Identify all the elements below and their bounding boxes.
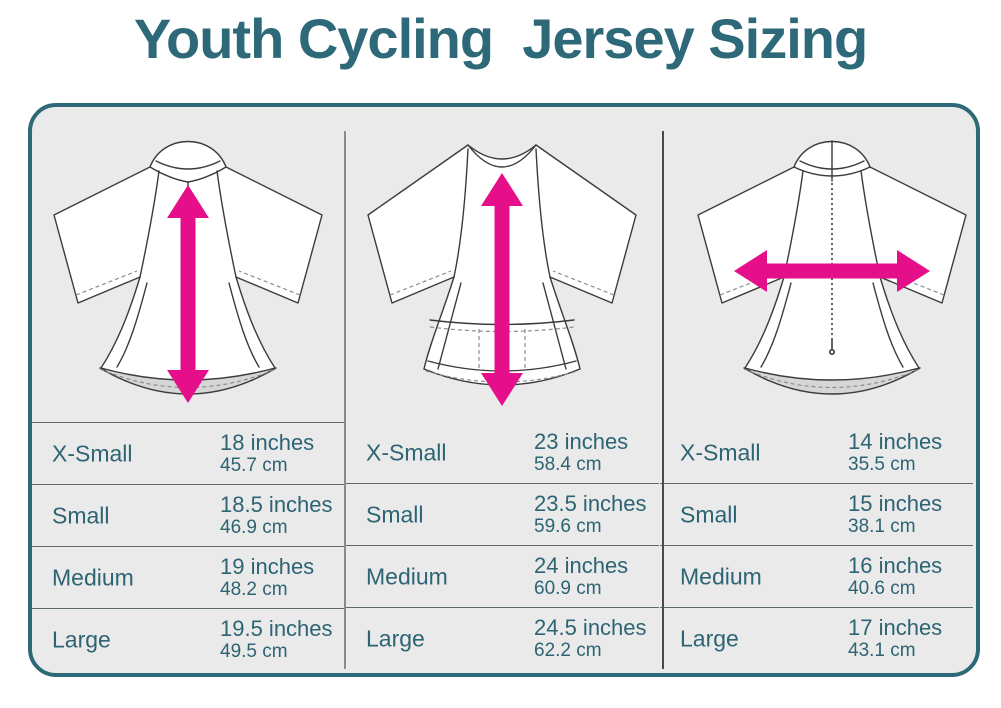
section-divider-right (662, 131, 664, 669)
size-row: Medium 16 inches 40.6 cm (660, 545, 973, 607)
measurement-values: 15 inches 38.1 cm (848, 490, 943, 538)
size-label: Small (52, 502, 110, 528)
measurement-values: 18.5 inches 46.9 cm (220, 491, 333, 539)
cm-value: 35.5 cm (848, 454, 916, 476)
section-front-length: X-Small 18 inches 45.7 cm Small 18.5 inc… (32, 107, 345, 673)
section-chest-width: X-Small 14 inches 35.5 cm Small 15 inche… (660, 107, 973, 673)
inches-value: 14 inches (848, 428, 943, 454)
cm-value: 43.1 cm (848, 640, 916, 662)
measurement-values: 23 inches 58.4 cm (534, 428, 629, 476)
size-row: X-Small 23 inches 58.4 cm (346, 422, 659, 483)
inches-value: 18 inches (220, 429, 315, 455)
size-label: X-Small (680, 439, 761, 465)
size-label: Medium (52, 564, 134, 590)
measurement-values: 17 inches 43.1 cm (848, 614, 943, 662)
size-label: Medium (680, 563, 762, 589)
size-label: X-Small (366, 439, 447, 465)
size-row: Medium 24 inches 60.9 cm (346, 545, 659, 607)
measurement-values: 23.5 inches 59.6 cm (534, 490, 647, 538)
jersey-front-drawing (53, 140, 323, 403)
size-label: Medium (366, 563, 448, 589)
size-label: Small (680, 501, 738, 527)
cm-value: 49.5 cm (220, 641, 288, 663)
jersey-front-illustration (38, 119, 338, 429)
cm-value: 62.2 cm (534, 640, 602, 662)
size-row: Small 15 inches 38.1 cm (660, 483, 973, 545)
measurement-values: 24 inches 60.9 cm (534, 552, 629, 600)
inches-value: 19.5 inches (220, 615, 333, 641)
measurement-values: 19 inches 48.2 cm (220, 553, 315, 601)
inches-value: 17 inches (848, 614, 943, 640)
size-row: Small 23.5 inches 59.6 cm (346, 483, 659, 545)
inches-value: 24 inches (534, 552, 629, 578)
jersey-body (698, 141, 966, 380)
front-length-arrow-icon (167, 185, 209, 403)
measurement-values: 16 inches 40.6 cm (848, 552, 943, 600)
size-label: Large (52, 626, 111, 652)
section-back-length: X-Small 23 inches 58.4 cm Small 23.5 inc… (346, 107, 659, 673)
cm-value: 40.6 cm (848, 578, 916, 600)
size-label: Large (680, 625, 739, 651)
measurement-values: 24.5 inches 62.2 cm (534, 614, 647, 662)
cm-value: 45.7 cm (220, 455, 288, 477)
cm-value: 38.1 cm (848, 516, 916, 538)
page-title: Youth Cycling Jersey Sizing (133, 7, 868, 70)
cm-value: 60.9 cm (534, 578, 602, 600)
inches-value: 16 inches (848, 552, 943, 578)
jersey-back-drawing (367, 144, 637, 406)
size-row: Large 24.5 inches 62.2 cm (346, 607, 659, 669)
size-row: X-Small 14 inches 35.5 cm (660, 422, 973, 483)
size-row: Large 19.5 inches 49.5 cm (32, 608, 345, 670)
size-row: Small 18.5 inches 46.9 cm (32, 484, 345, 546)
measurement-values: 19.5 inches 49.5 cm (220, 615, 333, 663)
jersey-zipper-drawing (697, 140, 967, 395)
inches-value: 18.5 inches (220, 491, 333, 517)
size-table-front-length: X-Small 18 inches 45.7 cm Small 18.5 inc… (32, 422, 345, 670)
cm-value: 48.2 cm (220, 579, 288, 601)
inches-value: 23 inches (534, 428, 629, 454)
jersey-back-illustration (352, 119, 652, 429)
size-label: Large (366, 625, 425, 651)
inches-value: 15 inches (848, 490, 943, 516)
size-table-chest-width: X-Small 14 inches 35.5 cm Small 15 inche… (660, 422, 973, 669)
back-length-arrow-icon (481, 173, 523, 406)
section-divider-left (344, 131, 346, 669)
sizing-panel-content: X-Small 18 inches 45.7 cm Small 18.5 inc… (32, 107, 976, 673)
measurement-values: 18 inches 45.7 cm (220, 429, 315, 477)
cm-value: 59.6 cm (534, 516, 602, 538)
cm-value: 46.9 cm (220, 517, 288, 539)
inches-value: 23.5 inches (534, 490, 647, 516)
measurement-values: 14 inches 35.5 cm (848, 428, 943, 476)
inches-value: 24.5 inches (534, 614, 647, 640)
size-label: Small (366, 501, 424, 527)
size-row: X-Small 18 inches 45.7 cm (32, 422, 345, 484)
size-row: Large 17 inches 43.1 cm (660, 607, 973, 669)
size-label: X-Small (52, 440, 133, 466)
size-row: Medium 19 inches 48.2 cm (32, 546, 345, 608)
chest-width-arrow-icon (734, 250, 930, 292)
jersey-chest-illustration (682, 119, 982, 429)
cm-value: 58.4 cm (534, 454, 602, 476)
zipper-line (829, 183, 836, 356)
sizing-panel: X-Small 18 inches 45.7 cm Small 18.5 inc… (28, 103, 980, 677)
size-table-back-length: X-Small 23 inches 58.4 cm Small 23.5 inc… (346, 422, 659, 669)
inches-value: 19 inches (220, 553, 315, 579)
